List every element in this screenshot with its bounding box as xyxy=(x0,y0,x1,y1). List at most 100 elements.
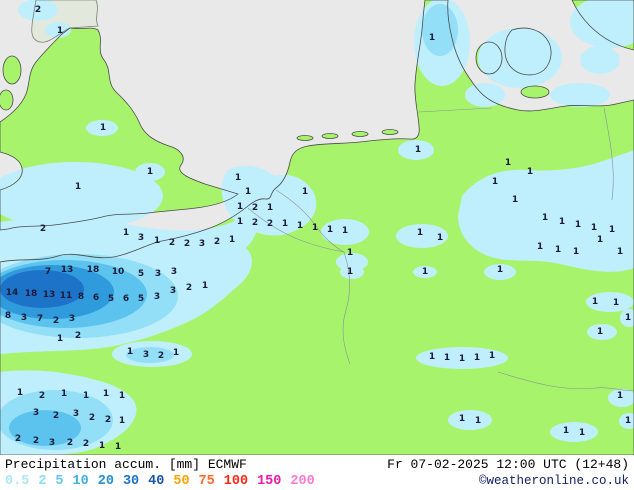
precip-value: 1 xyxy=(597,235,603,245)
copyright-notice: ©weatheronline.co.uk xyxy=(478,474,629,488)
precip-value: 1 xyxy=(492,177,498,187)
legend-value-100: 100 xyxy=(223,474,249,489)
precip-value: 1 xyxy=(57,334,63,344)
legend-value-150: 150 xyxy=(257,474,282,489)
precip-value: 3 xyxy=(21,313,27,323)
legend-value-200: 200 xyxy=(290,474,315,489)
precip-value: 6 xyxy=(123,294,129,304)
precip-value: 1 xyxy=(61,389,67,399)
precip-value: 18 xyxy=(87,265,100,275)
precip-value: 10 xyxy=(112,267,125,277)
precip-value: 1 xyxy=(497,265,503,275)
precip-value: 1 xyxy=(342,226,348,236)
precip-value: 3 xyxy=(171,267,177,277)
precip-value: 1 xyxy=(202,281,208,291)
precip-value: 1 xyxy=(609,225,615,235)
precip-value: 2 xyxy=(186,283,192,293)
precip-value: 1 xyxy=(527,167,533,177)
precip-value: 3 xyxy=(69,314,75,324)
precip-value: 1 xyxy=(237,202,243,212)
precip-value: 3 xyxy=(154,292,160,302)
precip-value: 1 xyxy=(100,123,106,133)
legend-scale: 0.5 2 5 10 20 30 40 50 75 100 150 200 xyxy=(5,474,324,489)
precip-value: 1 xyxy=(417,228,423,238)
precip-value: 18 xyxy=(25,289,38,299)
precip-value: 1 xyxy=(99,441,105,451)
precip-value: 2 xyxy=(267,219,273,229)
precip-value: 2 xyxy=(83,439,89,449)
precip-value: 1 xyxy=(573,247,579,257)
precip-value: 1 xyxy=(302,187,308,197)
precip-value: 1 xyxy=(597,327,603,337)
precip-value: 13 xyxy=(43,290,56,300)
precip-value: 1 xyxy=(297,221,303,231)
precip-value: 5 xyxy=(138,269,144,279)
precip-value: 1 xyxy=(57,26,63,36)
precip-value: 1 xyxy=(592,297,598,307)
legend-value-50: 50 xyxy=(173,474,190,489)
precip-value: 1 xyxy=(555,245,561,255)
precip-value: 11 xyxy=(60,291,73,301)
precip-value: 2 xyxy=(184,239,190,249)
legend-value-0.5: 0.5 xyxy=(5,474,30,489)
precip-value: 1 xyxy=(613,298,619,308)
precip-value: 3 xyxy=(49,438,55,448)
precip-value: 1 xyxy=(83,391,89,401)
precip-value: 1 xyxy=(327,225,333,235)
precip-value: 1 xyxy=(415,145,421,155)
precip-value: 1 xyxy=(505,158,511,168)
precip-value: 8 xyxy=(5,311,11,321)
precip-value: 1 xyxy=(422,267,428,277)
precip-value: 3 xyxy=(155,269,161,279)
precip-value: 2 xyxy=(214,237,220,247)
footer-bar: Precipitation accum. [mm] ECMWF Fr 07-02… xyxy=(0,455,634,490)
precip-value: 1 xyxy=(563,426,569,436)
precip-value: 3 xyxy=(33,408,39,418)
precip-value: 2 xyxy=(53,411,59,421)
precip-value: 1 xyxy=(459,414,465,424)
precip-value: 1 xyxy=(579,428,585,438)
precip-value: 1 xyxy=(119,391,125,401)
precip-value: 1 xyxy=(267,203,273,213)
precip-value: 2 xyxy=(105,415,111,425)
precip-value: 2 xyxy=(35,5,41,15)
precip-value: 1 xyxy=(475,416,481,426)
precip-value: 1 xyxy=(617,391,623,401)
precip-value: 1 xyxy=(347,248,353,258)
country-borders xyxy=(247,107,634,391)
precip-value: 13 xyxy=(61,265,74,275)
map-datetime: Fr 07-02-2025 12:00 UTC (12+48) xyxy=(387,457,629,472)
precip-value: 7 xyxy=(45,267,51,277)
precip-value: 3 xyxy=(73,409,79,419)
legend-value-75: 75 xyxy=(198,474,215,489)
precip-value: 1 xyxy=(625,313,631,323)
precip-value: 3 xyxy=(170,286,176,296)
precip-value: 1 xyxy=(229,235,235,245)
precip-value: 2 xyxy=(252,203,258,213)
precip-value: 2 xyxy=(40,224,46,234)
precip-value: 1 xyxy=(119,416,125,426)
precip-value: 2 xyxy=(75,331,81,341)
legend-value-40: 40 xyxy=(148,474,165,489)
precip-value: 1 xyxy=(235,173,241,183)
precip-value: 2 xyxy=(39,391,45,401)
precip-value: 3 xyxy=(138,233,144,243)
precip-value: 1 xyxy=(173,348,179,358)
map-title: Precipitation accum. [mm] ECMWF xyxy=(5,457,247,472)
precip-value: 2 xyxy=(252,218,258,228)
legend-value-2: 2 xyxy=(38,474,47,489)
precip-value: 1 xyxy=(489,351,495,361)
legend-value-10: 10 xyxy=(72,474,89,489)
precip-value: 2 xyxy=(53,316,59,326)
precip-value: 1 xyxy=(437,233,443,243)
precip-value: 3 xyxy=(143,350,149,360)
precip-value: 2 xyxy=(67,438,73,448)
precip-value: 1 xyxy=(537,242,543,252)
precip-value: 1 xyxy=(17,388,23,398)
precip-value: 1 xyxy=(444,353,450,363)
precip-value: 1 xyxy=(542,213,548,223)
legend-value-30: 30 xyxy=(122,474,140,489)
precip-value: 5 xyxy=(108,294,114,304)
